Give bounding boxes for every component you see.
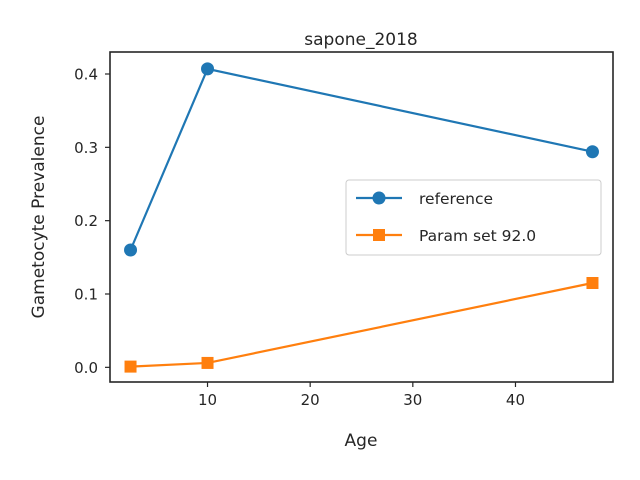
data-point (201, 356, 214, 369)
y-tick-label: 0.3 (74, 139, 98, 157)
data-point (124, 243, 138, 257)
legend-item: reference (356, 190, 493, 208)
legend-marker (372, 191, 386, 205)
data-point (201, 62, 215, 76)
y-tick-label: 0.2 (74, 212, 98, 230)
x-tick-label: 10 (198, 391, 217, 409)
series-1 (124, 277, 599, 373)
y-axis-label: Gametocyte Prevalence (29, 116, 49, 319)
legend-label: reference (419, 190, 493, 208)
y-axis-ticks: 0.0 0.1 0.2 0.3 0.4 (74, 66, 110, 377)
series-0 (124, 62, 599, 257)
series-layer (124, 62, 599, 373)
x-axis-ticks: 10 20 30 40 (198, 382, 525, 409)
chart-title: sapone_2018 (304, 30, 417, 50)
data-point (586, 277, 599, 289)
data-point (124, 360, 137, 373)
y-tick-label: 0.0 (74, 359, 98, 377)
legend-item: Param set 92.0 (356, 227, 536, 245)
legend-box (345, 179, 602, 256)
x-tick-label: 30 (403, 391, 422, 409)
legend: reference Param set 92.0 (345, 179, 602, 256)
x-axis-label: Age (345, 431, 378, 451)
x-tick-label: 40 (506, 391, 525, 409)
y-tick-label: 0.1 (74, 286, 98, 304)
y-tick-label: 0.4 (74, 66, 98, 84)
legend-marker (373, 229, 385, 241)
x-tick-label: 20 (301, 391, 320, 409)
data-point (585, 145, 599, 159)
legend-label: Param set 92.0 (419, 227, 536, 245)
